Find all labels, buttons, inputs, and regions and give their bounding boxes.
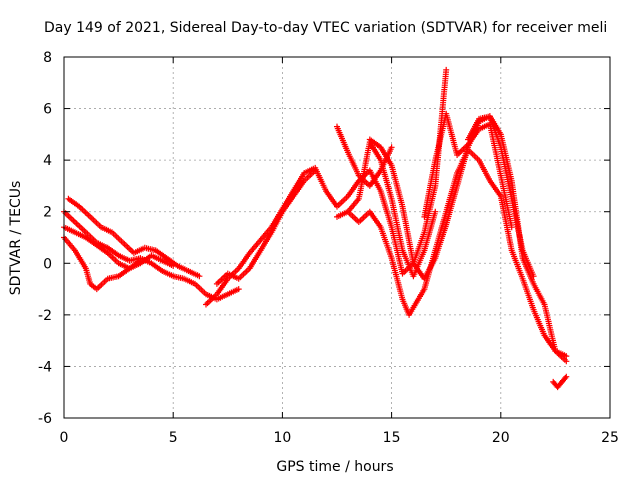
data-marker-prn-f	[213, 167, 319, 287]
plot-frame	[63, 56, 611, 419]
y-tick-label: 2	[43, 205, 52, 221]
series-prn-k	[421, 110, 515, 231]
x-tick-label: 10	[273, 430, 291, 446]
chart-title: Day 149 of 2021, Sidereal Day-to-day VTE…	[44, 20, 607, 36]
y-tick-label: 0	[43, 256, 52, 272]
y-tick-label: 6	[43, 102, 52, 118]
data-marker-prn-h	[334, 139, 439, 280]
y-axis-label: SDTVAR / TECUs	[8, 181, 24, 296]
x-tick-label: 25	[601, 430, 619, 446]
series-prn-h	[334, 139, 439, 280]
axis-ticks: 0 5 10 15 20 25 -6 -4 -2 0 2 4 6 8	[38, 50, 619, 446]
y-tick-label: 8	[43, 50, 52, 66]
x-tick-label: 5	[169, 430, 178, 446]
x-axis-label: GPS time / hours	[276, 459, 393, 475]
x-tick-label: 20	[492, 430, 510, 446]
data-marker-prn-c	[65, 195, 203, 280]
y-tick-label: -2	[38, 308, 52, 324]
series-prn-m	[550, 373, 570, 391]
x-tick-label: 15	[383, 430, 401, 446]
y-tick-label: -6	[38, 411, 52, 427]
series-prn-f	[213, 167, 319, 287]
data-marker-prn-k	[421, 110, 515, 231]
y-tick-label: -4	[38, 359, 52, 375]
series-prn-l	[465, 113, 570, 365]
x-tick-label: 0	[60, 430, 69, 446]
data-marker-prn-m	[550, 373, 570, 391]
data-marker-prn-l	[465, 113, 570, 365]
series-prn-c	[65, 195, 203, 280]
y-tick-label: 4	[43, 153, 52, 169]
